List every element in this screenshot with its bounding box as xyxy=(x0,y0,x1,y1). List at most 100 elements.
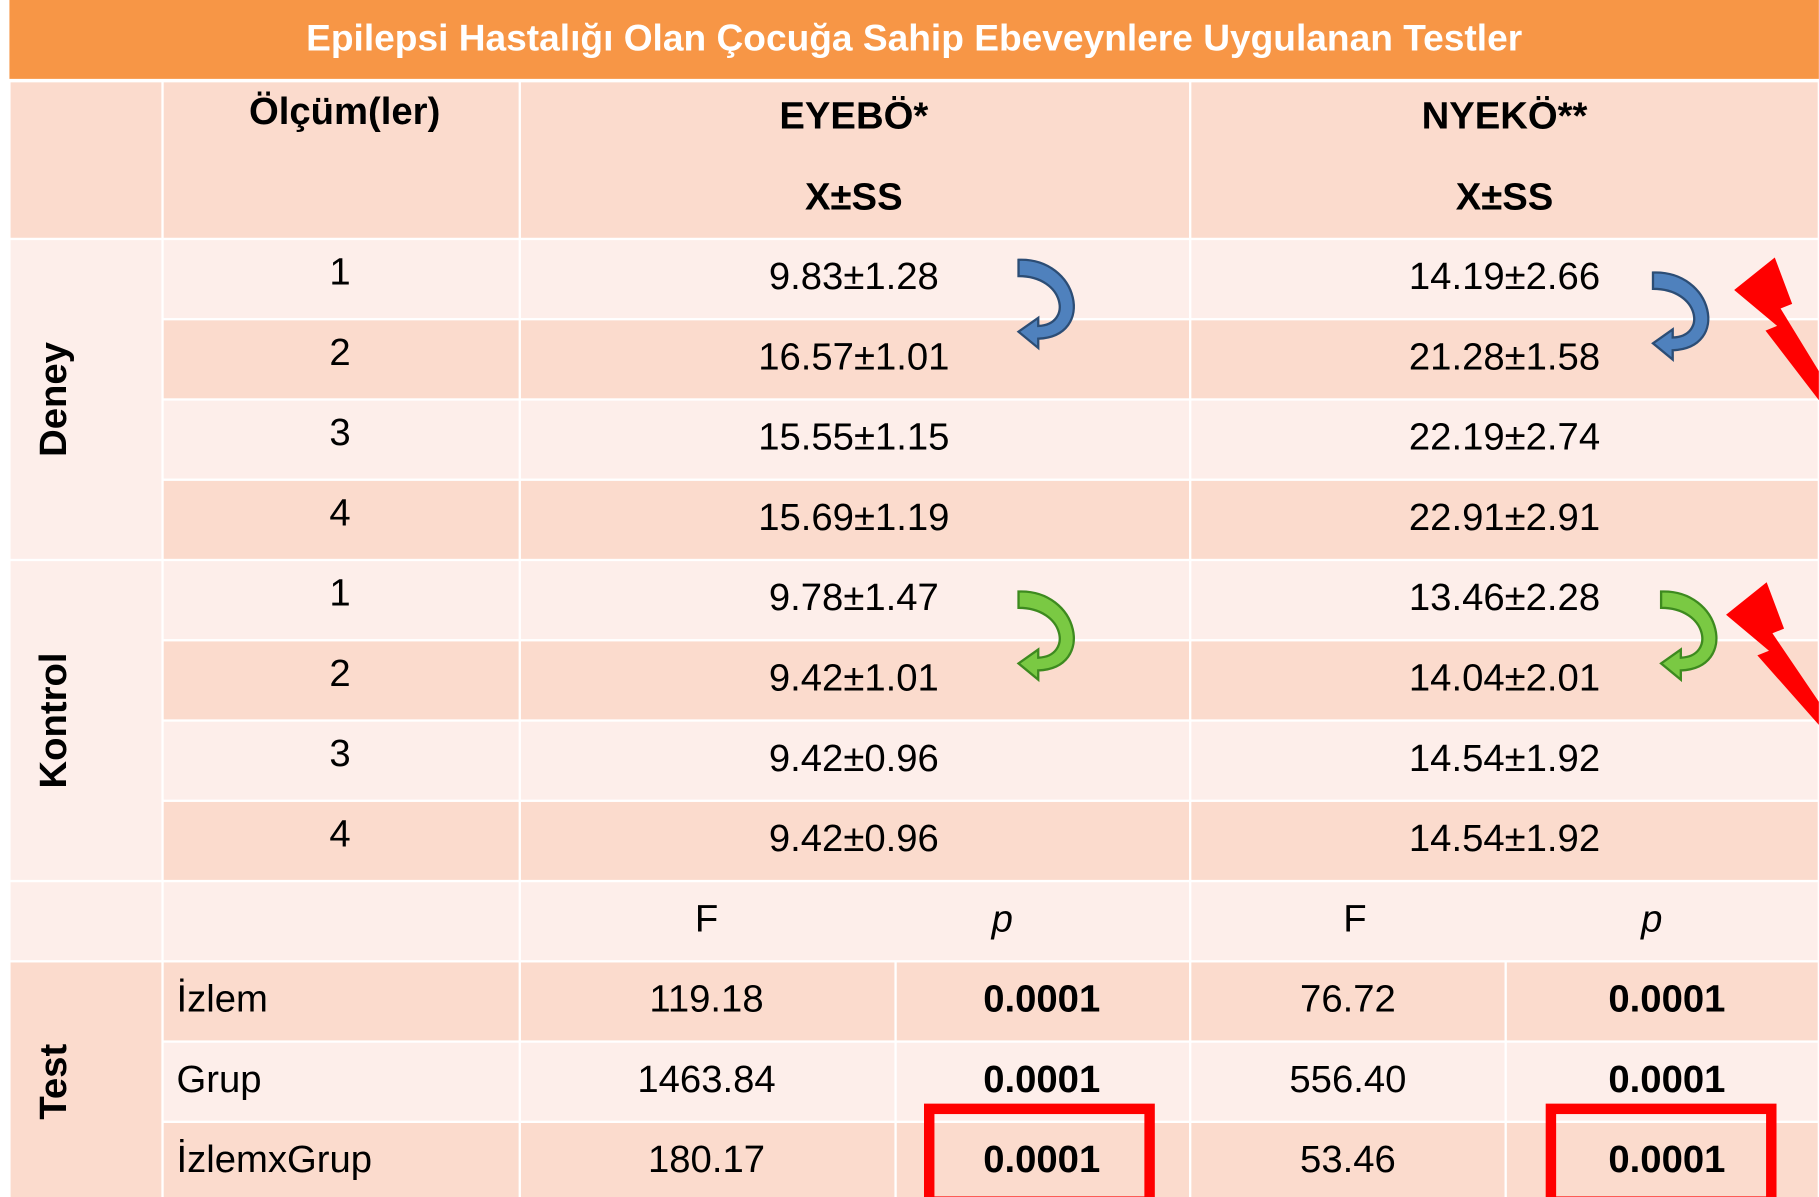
cell-text: 14.19±2.66 xyxy=(1409,255,1600,298)
column-header: NYEKÖ** xyxy=(1422,94,1588,137)
cell xyxy=(520,1122,895,1197)
cell-text: 3 xyxy=(329,411,350,454)
row-label: İzlemxGrup xyxy=(176,1138,372,1181)
cell xyxy=(1506,1122,1818,1197)
cell xyxy=(163,1042,519,1121)
group-label: Deney xyxy=(32,341,75,457)
cell xyxy=(163,962,519,1041)
cell-text: 15.69±1.19 xyxy=(758,496,949,539)
column-header: Ölçüm(ler) xyxy=(249,90,440,133)
cell xyxy=(520,561,1190,640)
cell-text: 9.83±1.28 xyxy=(769,255,939,298)
row-label: Grup xyxy=(176,1058,261,1101)
green-arrows xyxy=(1016,590,1718,683)
cell xyxy=(1506,962,1818,1041)
cell-text: 9.78±1.47 xyxy=(769,576,939,619)
cell-text: 119.18 xyxy=(649,978,763,1021)
row-label: İzlem xyxy=(176,978,267,1021)
cell xyxy=(163,1122,519,1197)
cell xyxy=(10,962,162,1197)
cell xyxy=(1191,240,1818,319)
cell xyxy=(1191,1122,1505,1197)
cell xyxy=(163,480,519,559)
cell xyxy=(520,400,1190,479)
cell xyxy=(10,82,162,238)
cell xyxy=(1191,1042,1505,1121)
column-header: EYEBÖ* xyxy=(779,94,928,137)
cell xyxy=(163,882,519,961)
cell xyxy=(163,320,519,399)
cell xyxy=(1191,721,1818,800)
cell-text: 0.0001 xyxy=(983,1058,1100,1101)
cell xyxy=(520,480,1190,559)
cell-text: 556.40 xyxy=(1289,1058,1406,1101)
column-header: p xyxy=(1640,897,1662,940)
cell-text: 2 xyxy=(329,331,350,374)
title-bar xyxy=(9,0,1819,79)
cell-text: 14.04±2.01 xyxy=(1409,656,1600,699)
cell-text: 14.54±1.92 xyxy=(1409,737,1600,780)
cell xyxy=(896,1122,1190,1197)
cell xyxy=(1191,801,1818,880)
cell xyxy=(1191,320,1818,399)
column-header: p xyxy=(991,897,1013,940)
cell-text: 22.19±2.74 xyxy=(1409,416,1600,459)
cell xyxy=(520,240,1190,319)
cell xyxy=(520,320,1190,399)
column-header: X±SS xyxy=(1456,176,1554,219)
cell-text: 4 xyxy=(329,812,350,855)
cell xyxy=(10,882,162,961)
cell xyxy=(520,721,1190,800)
group-label: Kontrol xyxy=(32,653,75,789)
cell xyxy=(1191,882,1818,961)
cell-text: 3 xyxy=(329,732,350,775)
column-header: F xyxy=(1343,897,1366,940)
cell xyxy=(520,641,1190,720)
cell-text: 76.72 xyxy=(1300,978,1396,1021)
cell-text: 9.42±0.96 xyxy=(769,737,939,780)
cell xyxy=(163,641,519,720)
cell-text: 1 xyxy=(329,572,350,615)
cell xyxy=(163,801,519,880)
column-header: F xyxy=(695,897,718,940)
cell xyxy=(10,561,162,880)
cell-text: 13.46±2.28 xyxy=(1409,576,1600,619)
blue-arrows xyxy=(1016,258,1710,363)
cell xyxy=(10,240,162,559)
cell-text: 14.54±1.92 xyxy=(1409,817,1600,860)
cell-text: 53.46 xyxy=(1300,1138,1396,1181)
cell xyxy=(163,721,519,800)
cell-text: 21.28±1.58 xyxy=(1409,335,1600,378)
cell-text: 0.0001 xyxy=(983,978,1100,1021)
cell-text: 1 xyxy=(329,251,350,294)
title: Epilepsi Hastalığı Olan Çocuğa Sahip Ebe… xyxy=(306,16,1522,58)
cell xyxy=(520,1042,895,1121)
cell xyxy=(163,240,519,319)
lightning xyxy=(1726,257,1819,725)
group-label: Test xyxy=(32,1044,75,1120)
cell-text: 16.57±1.01 xyxy=(758,335,949,378)
cell-text: 0.0001 xyxy=(1608,978,1725,1021)
cell-text: 180.17 xyxy=(648,1138,765,1181)
cell xyxy=(520,962,895,1041)
cell-text: 0.0001 xyxy=(983,1138,1100,1181)
cell xyxy=(520,82,1190,238)
cell xyxy=(896,962,1190,1041)
cell xyxy=(163,400,519,479)
cell-text: 2 xyxy=(329,652,350,695)
cell xyxy=(1191,82,1818,238)
cell-text: 9.42±1.01 xyxy=(769,656,939,699)
cell xyxy=(520,801,1190,880)
cell xyxy=(1191,962,1505,1041)
cell-text: 9.42±0.96 xyxy=(769,817,939,860)
cell-text: 15.55±1.15 xyxy=(758,416,949,459)
cell xyxy=(520,882,1190,961)
highlight-box xyxy=(1545,1103,1777,1197)
cell-text: 0.0001 xyxy=(1608,1058,1725,1101)
cell xyxy=(163,82,519,238)
cell-text: 22.91±2.91 xyxy=(1409,496,1600,539)
cell xyxy=(1191,400,1818,479)
cell xyxy=(1191,480,1818,559)
